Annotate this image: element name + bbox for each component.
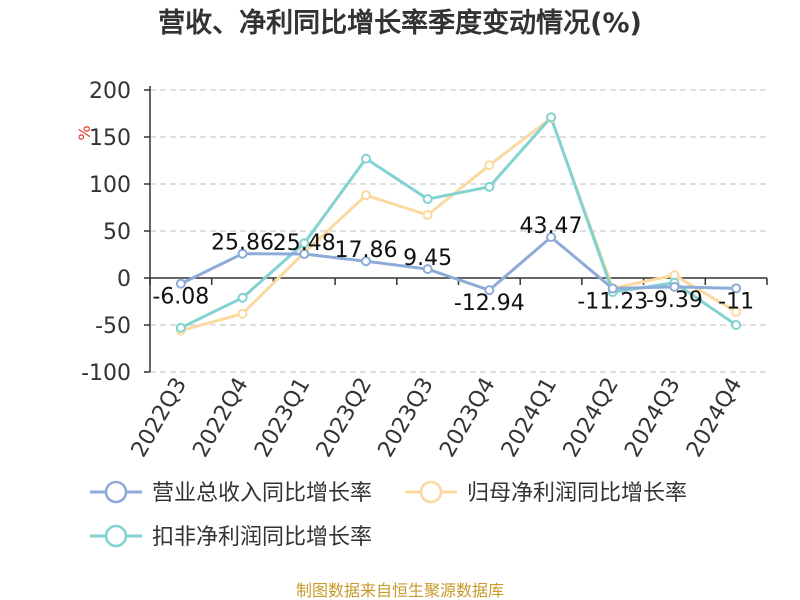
data-label: -9.39 bbox=[646, 288, 703, 313]
legend-swatch-marker bbox=[104, 524, 128, 548]
y-tick-label: -50 bbox=[95, 314, 131, 339]
data-label: -6.08 bbox=[152, 285, 209, 310]
data-point bbox=[237, 248, 248, 259]
y-tick-label: -100 bbox=[81, 361, 131, 386]
data-label: -12.94 bbox=[454, 291, 525, 316]
data-point bbox=[422, 194, 433, 205]
data-label: 43.47 bbox=[520, 214, 583, 239]
data-point bbox=[731, 320, 742, 330]
y-tick-label: 200 bbox=[89, 79, 131, 104]
x-tick-label: 2022Q3 bbox=[127, 374, 192, 462]
x-axis-tick-labels: 2022Q32022Q42023Q12023Q22023Q32023Q42024… bbox=[127, 373, 748, 461]
legend-swatch-marker bbox=[104, 480, 128, 504]
legend-swatch-marker bbox=[419, 480, 443, 504]
data-point bbox=[484, 285, 495, 296]
x-tick-label: 2022Q4 bbox=[188, 374, 253, 462]
y-tick-label: 150 bbox=[89, 126, 131, 151]
series-line bbox=[180, 235, 737, 292]
data-point bbox=[360, 190, 371, 201]
data-point bbox=[237, 308, 248, 319]
data-point bbox=[546, 112, 557, 123]
grid-lines bbox=[150, 89, 767, 373]
data-label: 25.48 bbox=[273, 231, 336, 256]
y-axis-unit-label: % bbox=[75, 125, 94, 140]
x-tick-label: 2024Q2 bbox=[559, 374, 624, 462]
data-point bbox=[422, 264, 433, 275]
legend-item: 扣非净利润同比增长率 bbox=[90, 524, 372, 550]
data-point bbox=[669, 281, 680, 292]
x-tick-label: 2023Q4 bbox=[435, 373, 500, 461]
y-tick-label: 50 bbox=[103, 220, 131, 245]
axes bbox=[144, 86, 768, 373]
data-point bbox=[422, 210, 433, 221]
data-point bbox=[484, 160, 495, 171]
data-point bbox=[360, 256, 371, 267]
source-note: 制图数据来自恒生聚源数据库 bbox=[296, 581, 504, 600]
data-label: 17.86 bbox=[334, 238, 397, 263]
x-tick-label: 2024Q1 bbox=[497, 374, 562, 462]
data-point bbox=[731, 306, 742, 317]
chart-title: 营收、净利同比增长率季度变动情况(%) bbox=[158, 7, 642, 39]
y-tick-label: 100 bbox=[89, 173, 131, 198]
x-tick-label: 2023Q3 bbox=[374, 374, 439, 462]
data-point bbox=[607, 283, 618, 294]
data-point bbox=[299, 238, 310, 249]
series-lines bbox=[175, 112, 742, 336]
data-point bbox=[484, 181, 495, 192]
legend-label: 扣非净利润同比增长率 bbox=[152, 525, 372, 550]
data-point bbox=[237, 292, 248, 303]
data-label: 9.45 bbox=[403, 246, 452, 271]
data-label: -11.23 bbox=[577, 290, 648, 315]
data-point bbox=[299, 249, 310, 260]
data-point bbox=[175, 278, 186, 289]
data-label: 25.86 bbox=[211, 231, 274, 256]
x-tick-label: 2024Q4 bbox=[682, 374, 747, 462]
y-axis-tick-labels: 200 150 100 50 0 -50 -100 bbox=[81, 79, 131, 386]
legend-item: 归母净利润同比增长率 bbox=[405, 480, 687, 506]
legend-item: 营业总收入同比增长率 bbox=[90, 480, 372, 506]
series-line bbox=[180, 116, 737, 333]
x-tick-label: 2023Q2 bbox=[312, 374, 377, 462]
data-point bbox=[175, 322, 186, 333]
x-tick-label: 2023Q1 bbox=[250, 374, 315, 462]
x-tick-label: 2024Q3 bbox=[620, 374, 685, 462]
legend-label: 归母净利润同比增长率 bbox=[467, 481, 687, 506]
legend-label: 营业总收入同比增长率 bbox=[152, 481, 372, 506]
data-point bbox=[360, 153, 371, 164]
data-label: -11 bbox=[718, 289, 754, 314]
y-tick-label: 0 bbox=[117, 267, 131, 292]
data-point bbox=[731, 283, 742, 294]
data-point bbox=[546, 232, 557, 243]
